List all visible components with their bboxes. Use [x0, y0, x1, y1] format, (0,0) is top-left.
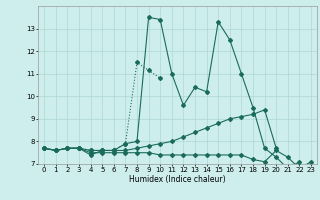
X-axis label: Humidex (Indice chaleur): Humidex (Indice chaleur) [129, 175, 226, 184]
